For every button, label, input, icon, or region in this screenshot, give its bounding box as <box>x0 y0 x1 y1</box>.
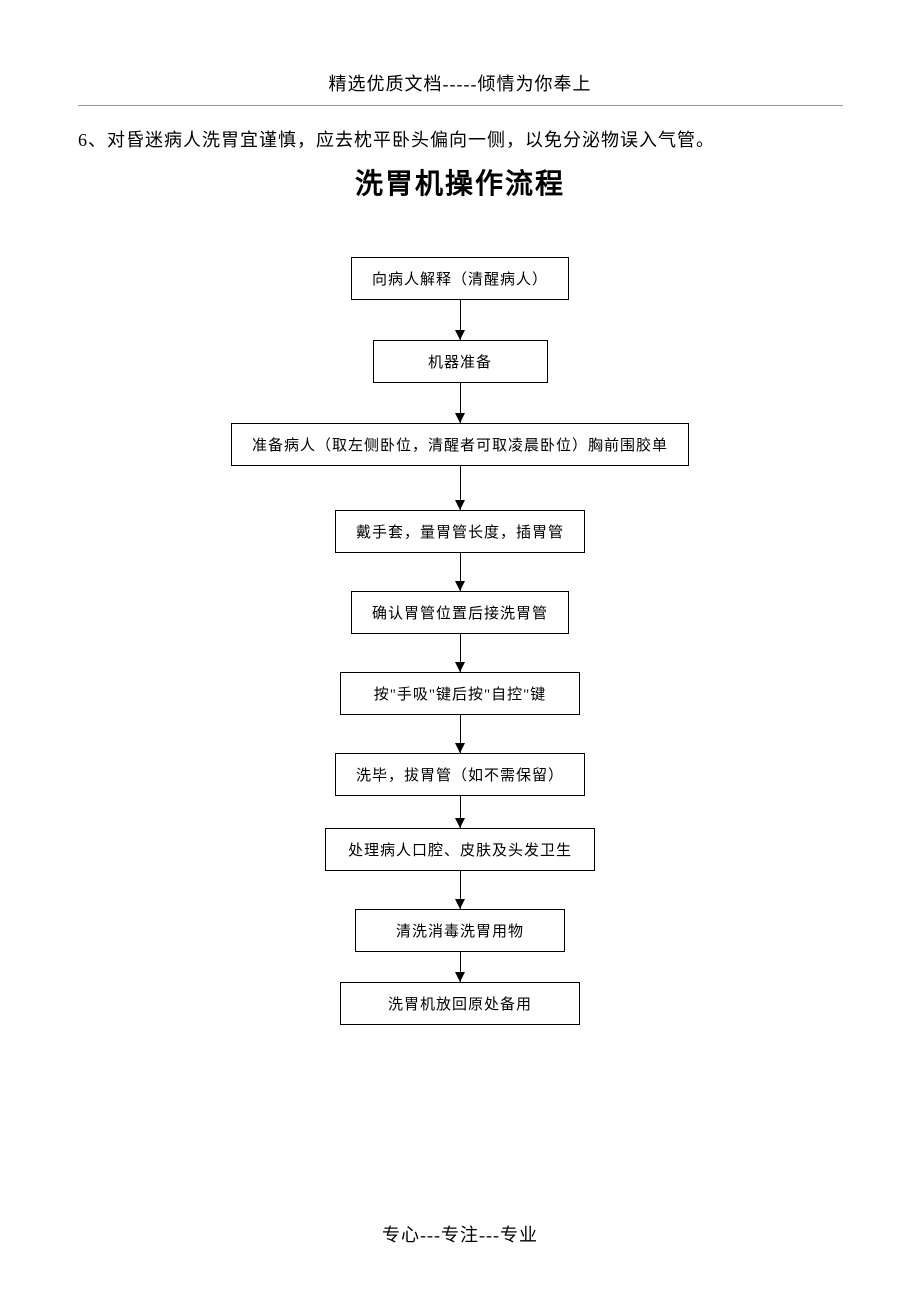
footer-text: 专心---专注---专业 <box>0 1221 920 1247</box>
header-text: 精选优质文档-----倾情为你奉上 <box>0 70 920 96</box>
flow-node: 戴手套，量胃管长度，插胃管 <box>335 510 585 553</box>
header-divider <box>78 105 843 106</box>
flow-arrow <box>460 796 461 828</box>
flowchart: 向病人解释（清醒病人） 机器准备准备病人（取左侧卧位，清醒者可取凌晨卧位）胸前围胶… <box>0 257 920 1025</box>
flow-node: 清洗消毒洗胃用物 <box>355 909 565 952</box>
flow-arrow <box>460 383 461 423</box>
flow-arrow <box>460 715 461 753</box>
flow-node: 洗毕，拔胃管（如不需保留） <box>335 753 585 796</box>
flow-arrow <box>460 466 461 510</box>
note-text: 6、对昏迷病人洗胃宜谨慎，应去枕平卧头偏向一侧，以免分泌物误入气管。 <box>78 126 920 152</box>
flow-arrow <box>460 952 461 982</box>
page-header: 精选优质文档-----倾情为你奉上 <box>0 0 920 106</box>
flow-node: 洗胃机放回原处备用 <box>340 982 580 1025</box>
flow-node: 处理病人口腔、皮肤及头发卫生 <box>325 828 595 871</box>
flow-arrow <box>460 553 461 591</box>
flow-node: 确认胃管位置后接洗胃管 <box>351 591 569 634</box>
flow-arrow <box>460 300 461 340</box>
flow-node: 向病人解释（清醒病人） <box>351 257 569 300</box>
flow-node: 机器准备 <box>373 340 548 383</box>
flow-node: 准备病人（取左侧卧位，清醒者可取凌晨卧位）胸前围胶单 <box>231 423 689 466</box>
flow-node: 按"手吸"键后按"自控"键 <box>340 672 580 715</box>
page-title: 洗胃机操作流程 <box>0 162 920 202</box>
flow-arrow <box>460 871 461 909</box>
flow-arrow <box>460 634 461 672</box>
